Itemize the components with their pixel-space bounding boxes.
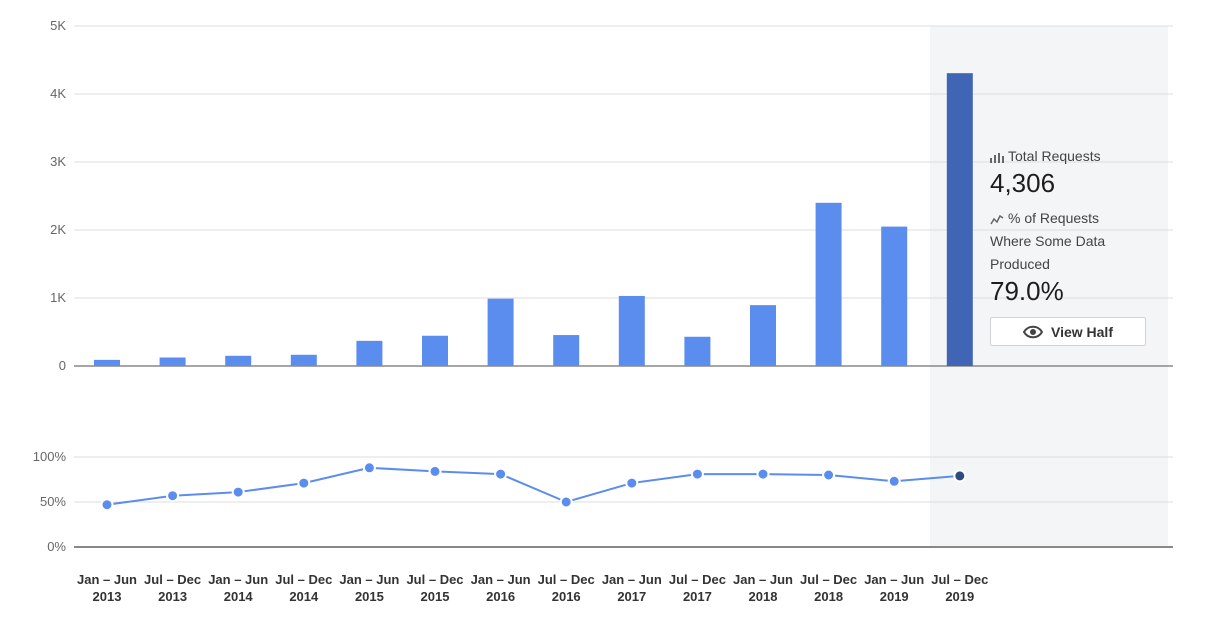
bar bbox=[487, 298, 514, 366]
bar-y-tick-label: 1K bbox=[50, 290, 66, 305]
x-tick-label-period: Jul – Dec bbox=[406, 572, 463, 587]
line-point bbox=[690, 467, 704, 481]
eye-icon bbox=[1023, 325, 1043, 338]
line-point bbox=[494, 467, 508, 481]
x-tick-label-period: Jan – Jun bbox=[208, 572, 268, 587]
bar-y-tick-label: 3K bbox=[50, 154, 66, 169]
x-tick-label-period: Jan – Jun bbox=[339, 572, 399, 587]
bar-y-tick-label: 5K bbox=[50, 18, 66, 33]
line-point bbox=[362, 461, 376, 475]
x-tick-label-year: 2016 bbox=[552, 589, 581, 604]
x-tick-label-year: 2015 bbox=[421, 589, 450, 604]
x-tick-label-period: Jan – Jun bbox=[602, 572, 662, 587]
x-tick-label-period: Jan – Jun bbox=[864, 572, 924, 587]
total-requests-block: Total Requests 4,306 bbox=[990, 145, 1160, 198]
bar-y-tick-label: 0 bbox=[59, 358, 66, 373]
line-point bbox=[822, 468, 836, 482]
x-tick-label-period: Jul – Dec bbox=[931, 572, 988, 587]
x-tick-label-year: 2013 bbox=[158, 589, 187, 604]
x-tick-label-year: 2018 bbox=[749, 589, 778, 604]
bar bbox=[159, 357, 186, 366]
bar bbox=[618, 295, 645, 366]
x-tick-label-year: 2017 bbox=[683, 589, 712, 604]
x-tick-label-period: Jan – Jun bbox=[77, 572, 137, 587]
line-y-tick-label: 100% bbox=[33, 449, 67, 464]
view-half-label: View Half bbox=[1051, 323, 1113, 340]
x-tick-label-period: Jan – Jun bbox=[471, 572, 531, 587]
total-requests-label: Total Requests bbox=[1008, 148, 1101, 164]
x-tick-label-period: Jan – Jun bbox=[733, 572, 793, 587]
bar bbox=[881, 226, 908, 366]
line-point bbox=[953, 469, 967, 483]
line-point bbox=[166, 489, 180, 503]
line-point bbox=[428, 464, 442, 478]
bar bbox=[684, 336, 711, 366]
percent-line bbox=[106, 466, 960, 506]
line-point bbox=[756, 467, 770, 481]
line-y-tick-label: 50% bbox=[40, 494, 66, 509]
line-point bbox=[625, 476, 639, 490]
x-tick-label-year: 2017 bbox=[617, 589, 646, 604]
line-point bbox=[297, 476, 311, 490]
line-point bbox=[231, 485, 245, 499]
x-tick-label-year: 2013 bbox=[93, 589, 122, 604]
bar bbox=[422, 335, 448, 366]
x-tick-label-year: 2015 bbox=[355, 589, 384, 604]
x-tick-label-period: Jul – Dec bbox=[800, 572, 857, 587]
bar bbox=[946, 73, 973, 366]
percent-requests-value: 79.0% bbox=[990, 276, 1064, 306]
bar-y-tick-label: 2K bbox=[50, 222, 66, 237]
bar bbox=[815, 202, 842, 366]
view-half-button[interactable]: View Half bbox=[990, 317, 1146, 346]
percent-requests-label-2: Where Some Data bbox=[990, 233, 1106, 249]
bar bbox=[94, 359, 120, 366]
percent-requests-label-3: Produced bbox=[990, 256, 1050, 272]
bar bbox=[290, 354, 317, 366]
x-tick-label-year: 2014 bbox=[224, 589, 254, 604]
bar bbox=[225, 355, 252, 366]
bar bbox=[750, 305, 776, 366]
line-trend-icon bbox=[990, 214, 1004, 225]
x-tick-label-year: 2016 bbox=[486, 589, 515, 604]
bar bbox=[356, 340, 383, 366]
x-tick-label-period: Jul – Dec bbox=[275, 572, 332, 587]
line-point bbox=[100, 498, 114, 512]
x-tick-label-period: Jul – Dec bbox=[538, 572, 595, 587]
bar bbox=[553, 335, 580, 366]
x-tick-label-year: 2018 bbox=[814, 589, 843, 604]
percent-requests-label-1: % of Requests bbox=[1008, 210, 1100, 226]
line-point bbox=[559, 495, 573, 509]
x-tick-label-year: 2014 bbox=[289, 589, 319, 604]
line-y-tick-label: 0% bbox=[47, 539, 66, 554]
x-tick-label-year: 2019 bbox=[880, 589, 909, 604]
line-point bbox=[887, 474, 901, 488]
x-tick-label-year: 2019 bbox=[945, 589, 974, 604]
percent-requests-block: % of Requests Where Some Data Produced 7… bbox=[990, 207, 1160, 306]
bar-y-tick-label: 4K bbox=[50, 86, 66, 101]
x-tick-label-period: Jul – Dec bbox=[669, 572, 726, 587]
total-requests-value: 4,306 bbox=[990, 168, 1056, 198]
x-tick-label-period: Jul – Dec bbox=[144, 572, 201, 587]
bar-chart-icon bbox=[990, 152, 1004, 163]
